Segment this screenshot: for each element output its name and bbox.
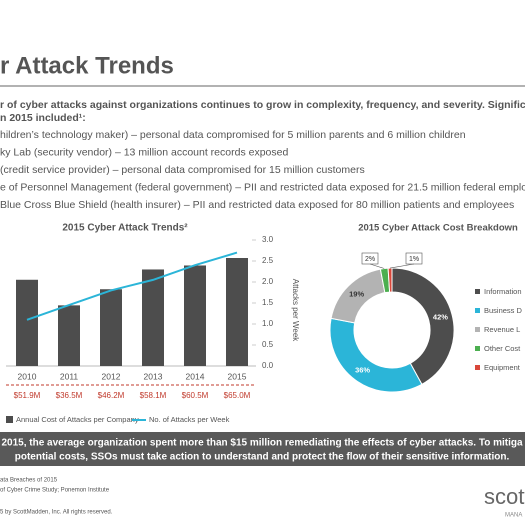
y2-tick-label: 1.5 xyxy=(262,298,274,307)
y2-tick-label: 2.0 xyxy=(262,277,274,286)
donut-slice xyxy=(329,317,423,393)
slice-label: 2% xyxy=(365,256,375,263)
x-tick-label: 2011 xyxy=(60,371,79,381)
bar xyxy=(184,265,206,366)
banner xyxy=(0,432,525,466)
y2-tick-label: 1.0 xyxy=(262,319,274,328)
callout-line xyxy=(390,263,415,269)
intro-text: r of cyber attacks against organizations… xyxy=(0,99,525,111)
footnote: 5 by ScottMadden, Inc. All rights reserv… xyxy=(0,510,113,516)
legend-swatch xyxy=(475,327,480,332)
bullet-list: hildren’s technology maker) – personal d… xyxy=(0,129,525,211)
banner-text: 2015, the average organization spent mor… xyxy=(1,438,523,449)
bar xyxy=(58,305,80,366)
slice-label: 1% xyxy=(409,256,419,263)
value-label: $60.5M xyxy=(182,391,209,400)
legend-label: Information xyxy=(484,287,522,296)
y2-axis-title: Attacks per Week xyxy=(291,279,300,343)
legend-swatch xyxy=(6,416,13,423)
y2-tick-label: 0.5 xyxy=(262,340,274,349)
x-tick-label: 2012 xyxy=(102,371,121,381)
bar xyxy=(142,269,164,366)
bar xyxy=(100,289,122,366)
footnote: of Cyber Crime Study; Ponemon Institute xyxy=(0,488,110,494)
logo-sub: MANA xyxy=(505,513,522,519)
x-tick-label: 2015 xyxy=(228,371,247,381)
value-label: $46.2M xyxy=(98,391,125,400)
callout-line xyxy=(369,263,385,269)
chart-title: 2015 Cyber Attack Trends² xyxy=(62,223,188,234)
value-label: $51.9M xyxy=(14,391,41,400)
y2-tick-label: 0.0 xyxy=(262,361,274,370)
bullet-text: e of Personnel Management (federal gover… xyxy=(0,181,525,193)
bullet-text: ky Lab (security vendor) – 13 million ac… xyxy=(0,146,288,158)
legend-swatch xyxy=(475,308,480,313)
value-label: $65.0M xyxy=(224,391,251,400)
logo: scott xyxy=(484,484,525,509)
slice-label: 36% xyxy=(355,365,370,374)
legend-swatch xyxy=(475,289,480,294)
donut-slice xyxy=(387,267,393,293)
legend-label: Equipment xyxy=(484,363,521,372)
legend-label: Revenue L xyxy=(484,325,520,334)
bullet-text: (credit service provider) – personal dat… xyxy=(0,164,365,176)
bar xyxy=(16,279,38,366)
legend-swatch xyxy=(475,365,480,370)
y2-tick-label: 3.0 xyxy=(262,235,274,244)
legend-swatch xyxy=(475,346,480,351)
footnote: ata Breaches of 2015 xyxy=(0,478,58,484)
y2-tick-label: 2.5 xyxy=(262,256,274,265)
value-label: $36.5M xyxy=(56,391,83,400)
legend-label: No. of Attacks per Week xyxy=(149,415,230,424)
bullet-text: Blue Cross Blue Shield (health insurer) … xyxy=(0,199,514,211)
x-tick-label: 2014 xyxy=(186,371,205,381)
line-series xyxy=(26,251,238,321)
slice-label: 42% xyxy=(433,313,448,322)
donut-slice xyxy=(391,267,455,386)
legend-label: Business D xyxy=(484,306,523,315)
x-tick-label: 2013 xyxy=(144,371,163,381)
x-tick-label: 2010 xyxy=(18,371,37,381)
donut-chart: 2015 Cyber Attack Cost Breakdown 42% Infor… xyxy=(329,223,523,393)
slide-title: r Attack Trends xyxy=(0,52,174,79)
legend-label: Annual Cost of Attacks per Company xyxy=(16,415,139,424)
chart-title: 2015 Cyber Attack Cost Breakdown xyxy=(358,223,518,234)
slice-label: 19% xyxy=(349,290,364,299)
bar xyxy=(226,258,248,366)
trend-chart: 2015 Cyber Attack Trends² 0.0 0.5 1.0 1.5 2.0… xyxy=(6,223,300,424)
value-label: $58.1M xyxy=(140,391,167,400)
intro-text: n 2015 included¹: xyxy=(0,112,86,124)
bullet-text: hildren’s technology maker) – personal d… xyxy=(0,129,466,141)
banner-text: potential costs, SSOs must take action t… xyxy=(15,452,510,463)
legend-label: Other Cost xyxy=(484,344,521,353)
